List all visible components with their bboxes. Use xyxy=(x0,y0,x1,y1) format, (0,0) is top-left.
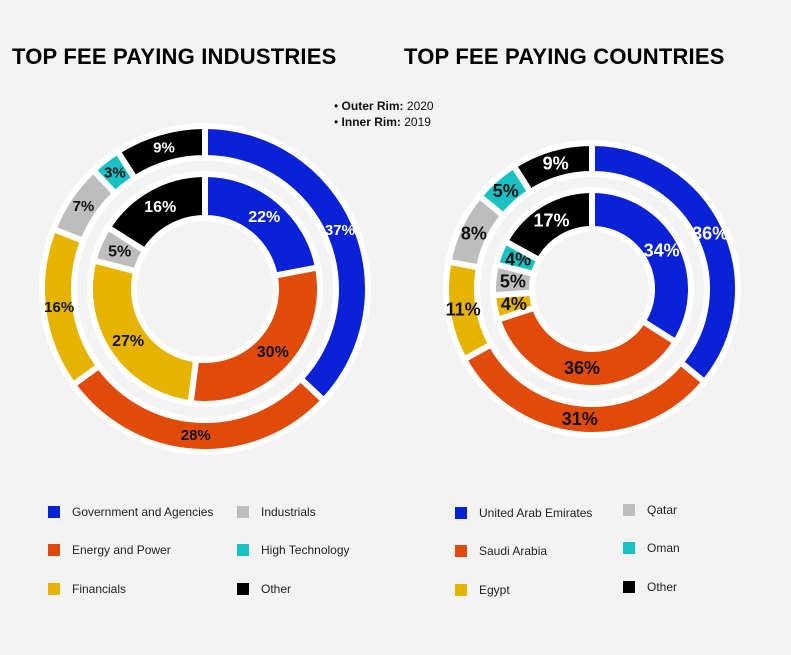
industries-title: TOP FEE PAYING INDUSTRIES xyxy=(12,44,337,69)
legend-swatch xyxy=(455,545,467,557)
legend-label: Other xyxy=(261,582,292,596)
industries-inner-slice-energy-and-power xyxy=(187,263,323,407)
industries-inner-slice-other xyxy=(103,170,208,256)
legend-swatch xyxy=(623,581,635,593)
industries-outer-label-industrials: 7% xyxy=(73,198,95,215)
inner-rim-year: 2019 xyxy=(404,115,431,129)
countries-outer-label-qatar: 8% xyxy=(461,223,487,243)
industries-inner-label-energy-and-power: 30% xyxy=(257,344,289,361)
industries-outer-slice-other xyxy=(113,122,208,183)
countries-inner-label-other: 17% xyxy=(534,211,570,231)
legend-item-united-arab-emirates: United Arab Emirates xyxy=(455,506,592,520)
legend-label: United Arab Emirates xyxy=(479,506,593,520)
legend-label: Qatar xyxy=(647,503,678,517)
countries-outer-label-saudi-arabia: 31% xyxy=(562,409,598,429)
legend-swatch xyxy=(237,544,249,556)
legend-swatch xyxy=(48,583,60,595)
legend-swatch xyxy=(455,584,467,596)
outer-rim-label: Outer Rim: xyxy=(341,99,404,113)
industries-inner-label-government-and-agencies: 22% xyxy=(248,209,280,226)
countries-title: TOP FEE PAYING COUNTRIES xyxy=(404,44,725,69)
legend-label: Oman xyxy=(647,541,680,555)
legend-label: Government and Agencies xyxy=(72,505,214,519)
legend-label: Other xyxy=(647,580,678,594)
countries-inner-slice-united-arab-emirates xyxy=(589,186,694,347)
legend-item-qatar: Qatar xyxy=(623,503,677,517)
industries-inner-label-industrials: 5% xyxy=(108,244,131,261)
legend-item-saudi-arabia: Saudi Arabia xyxy=(455,544,547,558)
rim-note: • Outer Rim: 2020 • Inner Rim: 2019 xyxy=(334,98,434,130)
countries-outer-label-oman: 5% xyxy=(493,181,519,201)
legend-swatch xyxy=(623,504,635,516)
legend-label: Egypt xyxy=(479,583,510,597)
legend-swatch xyxy=(237,506,249,518)
legend-label: High Technology xyxy=(261,543,350,557)
legend-item-government-and-agencies: Government and Agencies xyxy=(48,505,213,519)
countries-outer-label-united-arab-emirates: 36% xyxy=(692,223,728,243)
countries-inner-slice-other xyxy=(501,186,595,265)
inner-rim-label: Inner Rim: xyxy=(341,115,401,129)
outer-rim-note: • Outer Rim: 2020 xyxy=(334,99,434,113)
legend-item-egypt: Egypt xyxy=(455,583,510,597)
legend-label: Industrials xyxy=(261,505,316,519)
legend-item-high-technology: High Technology xyxy=(237,543,350,557)
legend-item-other: Other xyxy=(623,580,677,594)
legend-item-industrials: Industrials xyxy=(237,505,316,519)
legend-label: Financials xyxy=(72,582,127,596)
industries-inner-label-other: 16% xyxy=(144,199,176,216)
industries-outer-label-other: 9% xyxy=(153,139,175,156)
industries-outer-label-high-technology: 3% xyxy=(104,164,126,181)
legend-item-financials: Financials xyxy=(48,582,126,596)
legend-item-other: Other xyxy=(237,582,291,596)
industries-inner-label-financials: 27% xyxy=(112,333,144,350)
countries-inner-label-egypt: 4% xyxy=(501,294,527,314)
countries-outer-label-other: 9% xyxy=(543,154,569,174)
industries-outer-label-energy-and-power: 28% xyxy=(181,427,211,444)
countries-inner-label-saudi-arabia: 36% xyxy=(564,358,600,378)
legend-swatch xyxy=(48,506,60,518)
legend-swatch xyxy=(237,583,249,595)
countries-inner-slice-saudi-arabia xyxy=(494,303,680,391)
legend-swatch xyxy=(623,542,635,554)
countries-outer-slice-other xyxy=(509,139,595,197)
legend-label: Saudi Arabia xyxy=(479,544,548,558)
legend-label: Energy and Power xyxy=(72,543,171,557)
outer-rim-year: 2020 xyxy=(406,99,434,113)
industries-outer-label-government-and-agencies: 37% xyxy=(325,222,355,239)
countries-outer-label-egypt: 11% xyxy=(446,299,481,319)
legend-swatch xyxy=(455,507,467,519)
legend-item-energy-and-power: Energy and Power xyxy=(48,543,171,557)
countries-inner-label-united-arab-emirates: 34% xyxy=(644,241,680,261)
industries-outer-label-financials: 16% xyxy=(44,299,74,316)
legend-item-oman: Oman xyxy=(623,541,680,555)
countries-inner-label-qatar: 5% xyxy=(500,272,526,292)
inner-rim-note: • Inner Rim: 2019 xyxy=(334,115,431,129)
legend-swatch xyxy=(48,544,60,556)
